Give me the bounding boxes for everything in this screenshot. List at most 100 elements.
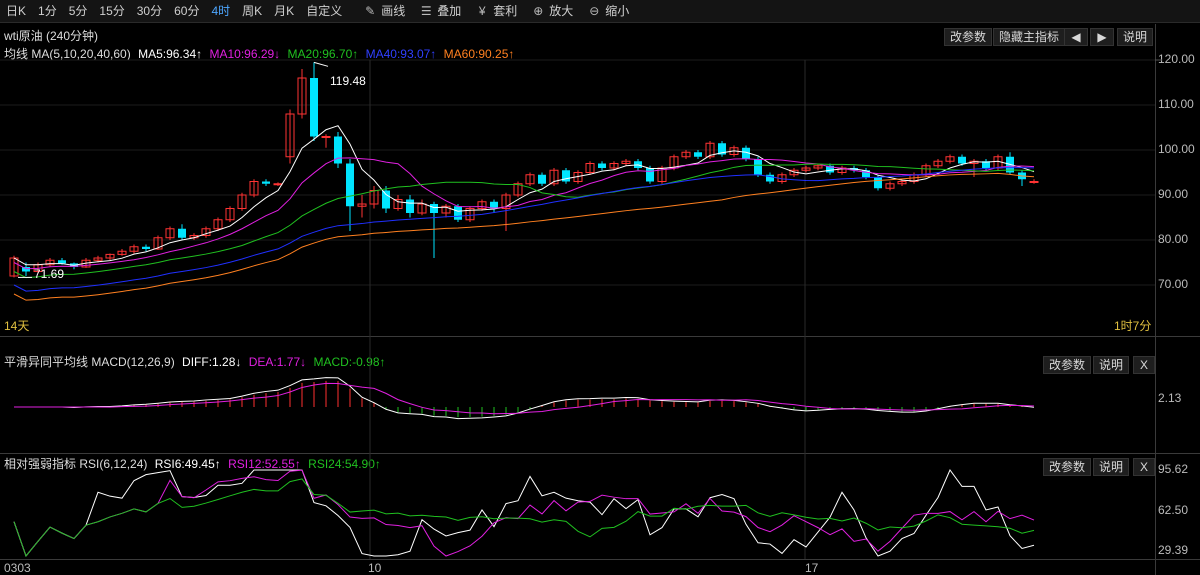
candle-body-down <box>346 163 354 207</box>
candle-body-down <box>826 165 834 173</box>
rsi24-line <box>13 478 1035 558</box>
change-params-button[interactable]: 改参数 <box>944 28 993 46</box>
candle-body-up <box>621 160 631 164</box>
candle-body-down <box>538 174 546 184</box>
macd-diff-value: DIFF:1.28↓ <box>182 355 242 369</box>
axis-separator <box>1155 24 1156 575</box>
high-marker-leader <box>313 61 329 67</box>
candle-body-up <box>885 183 895 189</box>
ma60-value: MA60:90.25↑ <box>443 47 515 61</box>
candle-body-up <box>897 181 907 185</box>
rsi-params-button[interactable]: 改参数 <box>1043 458 1092 476</box>
rsi12-value: RSI12:52.55↑ <box>228 457 301 471</box>
candle-body-down <box>310 78 318 137</box>
candle-body-down <box>262 181 270 184</box>
zoom-in-icon: ⊕ <box>533 4 544 18</box>
price-y-tick: 90.00 <box>1158 187 1189 201</box>
tool-button-1[interactable]: ☰ 叠加 <box>412 0 468 22</box>
candle-body-up <box>213 219 223 230</box>
arrow-right-icon[interactable]: ▶ <box>1090 28 1114 46</box>
rsi24-value: RSI24:54.90↑ <box>308 457 381 471</box>
period-tab-9[interactable]: 自定义 <box>306 4 343 18</box>
candle-body-up <box>549 169 559 185</box>
candle-body-up <box>585 163 595 173</box>
candle-body-up <box>153 237 163 250</box>
money-bag-icon: ¥ <box>478 4 486 18</box>
candle-body-up <box>513 183 523 196</box>
candle-body-up <box>417 203 427 214</box>
layers-icon: ☰ <box>420 4 432 18</box>
macd-y-tick: 2.13 <box>1158 391 1182 405</box>
ma10-line <box>13 157 1035 270</box>
candle-body-up <box>705 142 715 158</box>
panel-divider-macd-rsi <box>0 453 1200 454</box>
candle-body-down <box>694 152 702 157</box>
rsi6-line <box>13 469 1035 558</box>
rsi12-line <box>13 469 1035 558</box>
price-y-tick: 80.00 <box>1158 232 1189 246</box>
arrow-left-icon[interactable]: ◀ <box>1064 28 1088 46</box>
candle-body-up <box>525 174 535 185</box>
candle-body-down <box>754 159 762 175</box>
price-y-tick: 110.00 <box>1158 97 1194 111</box>
candle-body-down <box>430 204 438 213</box>
candle-body-down <box>178 228 186 238</box>
candle-body-down <box>958 156 966 164</box>
candle-body-up <box>249 181 259 196</box>
candle-body-up <box>117 250 127 255</box>
macd-help-button[interactable]: 说明 <box>1093 356 1130 374</box>
candle-body-down <box>766 174 774 182</box>
price-y-tick: 100.00 <box>1158 142 1195 156</box>
macd-dea-line <box>14 382 1035 415</box>
macd-label: 平滑异同平均线 MACD(12,26,9) <box>4 355 175 369</box>
tool-label: 叠加 <box>437 4 462 18</box>
period-tab-7[interactable]: 周K <box>242 4 263 18</box>
candle-body-up <box>285 113 295 158</box>
candle-body-up <box>357 203 367 207</box>
ma-label: 均线 MA(5,10,20,40,60) <box>4 47 131 61</box>
pencil-icon: ✎ <box>365 4 376 18</box>
period-tab-3[interactable]: 15分 <box>99 4 125 18</box>
tool-button-0[interactable]: ✎ 画线 <box>356 0 412 22</box>
ma40-value: MA40:93.07↑ <box>365 47 437 61</box>
macd-dea-value: DEA:1.77↓ <box>248 355 307 369</box>
rsi-close-icon[interactable]: X <box>1133 458 1155 476</box>
tool-button-3[interactable]: ⊕ 放大 <box>524 0 580 22</box>
panel-divider-main-macd <box>0 336 1200 337</box>
period-tab-4[interactable]: 30分 <box>136 4 163 18</box>
candle-body-up <box>129 246 139 252</box>
candle-body-up <box>45 259 55 266</box>
candle-body-up <box>393 199 403 209</box>
zoom-out-icon: ⊖ <box>589 4 600 18</box>
tool-button-2[interactable]: ¥ 套利 <box>468 0 524 22</box>
hide-main-indicator-button[interactable]: 隐藏主指标 <box>993 28 1066 46</box>
ma60-line <box>13 172 1035 301</box>
period-tab-8[interactable]: 月K <box>274 4 295 18</box>
period-tab-5[interactable]: 60分 <box>174 4 200 18</box>
candle-body-up <box>801 167 811 171</box>
macd-close-icon[interactable]: X <box>1133 356 1155 374</box>
candle-body-up <box>297 77 307 115</box>
period-tab-2[interactable]: 5分 <box>68 4 88 18</box>
candle-body-up <box>237 194 247 209</box>
candle-body-down <box>142 246 150 249</box>
macd-params-button[interactable]: 改参数 <box>1043 356 1092 374</box>
period-tab-6[interactable]: 4时 <box>211 4 231 18</box>
candle-body-down <box>58 260 66 264</box>
instrument-title: wti原油 (240分钟) <box>4 29 99 43</box>
tool-button-4[interactable]: ⊖ 缩小 <box>580 0 636 22</box>
candle-body-up <box>1029 181 1039 183</box>
period-tab-1[interactable]: 1分 <box>38 4 57 18</box>
period-tab-0[interactable]: 日K <box>6 4 27 18</box>
rsi-help-button[interactable]: 说明 <box>1093 458 1130 476</box>
x-label-10: 10 <box>368 561 382 575</box>
ma5-value: MA5:96.34↑ <box>138 47 203 61</box>
candle-body-up <box>93 257 103 261</box>
candle-body-up <box>441 205 451 214</box>
candle-body-up <box>609 163 619 169</box>
candle-body-up <box>165 228 175 239</box>
ma20-line <box>13 163 1035 279</box>
help-button[interactable]: 说明 <box>1117 28 1154 46</box>
tool-label: 画线 <box>381 4 406 18</box>
